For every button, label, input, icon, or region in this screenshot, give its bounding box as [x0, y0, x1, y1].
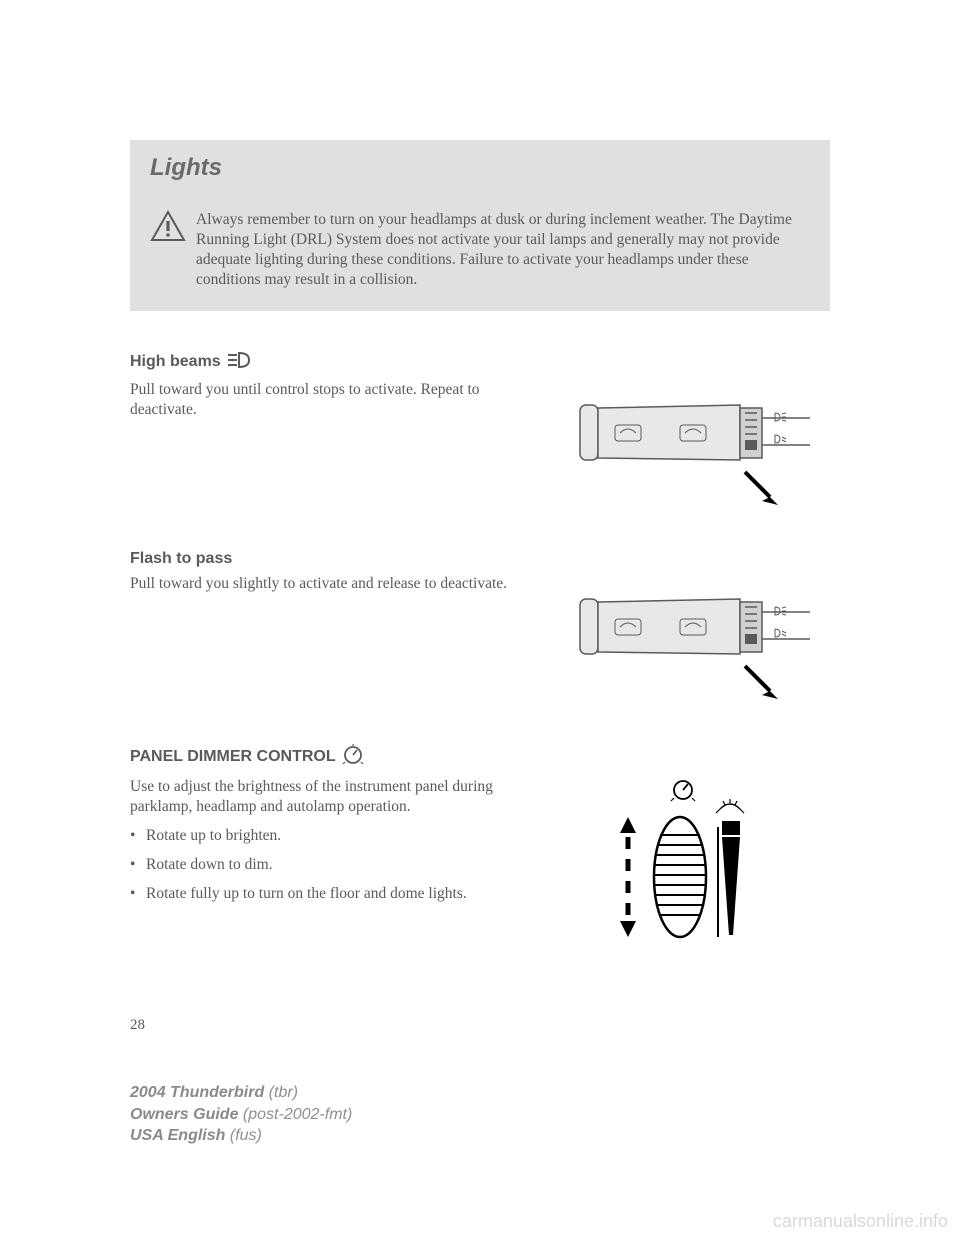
footer-line: Owners Guide (post-2002-fmt) [130, 1104, 352, 1126]
page-number: 28 [130, 1017, 830, 1034]
footer-code: (post-2002-fmt) [243, 1106, 352, 1123]
dimmer-diagram [550, 777, 830, 967]
dimmer-section: PANEL DIMMER CONTROL Use to adjust the b… [130, 744, 830, 967]
dimmer-intro: Use to adjust the brightness of the inst… [130, 777, 530, 819]
list-item: Rotate up to brighten. [130, 826, 530, 847]
flash-to-pass-section: Flash to pass Pull toward you slightly t… [130, 550, 830, 704]
high-beams-body: Pull toward you until control stops to a… [130, 380, 530, 510]
gauge-icon [342, 744, 364, 771]
section-header: Lights [130, 140, 830, 196]
warning-text: Always remember to turn on your headlamp… [196, 210, 810, 291]
section-title: Lights [150, 154, 222, 181]
footer-line: 2004 Thunderbird (tbr) [130, 1082, 352, 1104]
high-beams-title: High beams [130, 351, 830, 374]
warning-icon [150, 210, 186, 291]
dimmer-title: PANEL DIMMER CONTROL [130, 744, 830, 771]
footer-line: USA English (fus) [130, 1125, 352, 1147]
footer-lang: USA English [130, 1127, 225, 1144]
footer-guide: Owners Guide [130, 1106, 238, 1123]
flash-to-pass-title: Flash to pass [130, 550, 830, 568]
warning-box: Always remember to turn on your headlamp… [130, 196, 830, 311]
high-beams-diagram [550, 380, 830, 510]
high-beams-title-text: High beams [130, 353, 221, 371]
footer: 2004 Thunderbird (tbr) Owners Guide (pos… [130, 1082, 352, 1147]
list-item: Rotate fully up to turn on the floor and… [130, 884, 530, 905]
dimmer-bullets: Rotate up to brighten. Rotate down to di… [130, 826, 530, 905]
flash-to-pass-diagram [550, 574, 830, 704]
footer-code: (tbr) [269, 1084, 298, 1101]
watermark: carmanualsonline.info [773, 1211, 948, 1232]
dimmer-title-text: PANEL DIMMER CONTROL [130, 748, 336, 766]
list-item: Rotate down to dim. [130, 855, 530, 876]
footer-code: (fus) [230, 1127, 262, 1144]
footer-model: 2004 Thunderbird [130, 1084, 264, 1101]
high-beams-section: High beams Pull toward you until control… [130, 351, 830, 510]
high-beam-icon [227, 351, 255, 374]
flash-to-pass-body: Pull toward you slightly to activate and… [130, 574, 530, 704]
dimmer-text-column: Use to adjust the brightness of the inst… [130, 777, 530, 967]
